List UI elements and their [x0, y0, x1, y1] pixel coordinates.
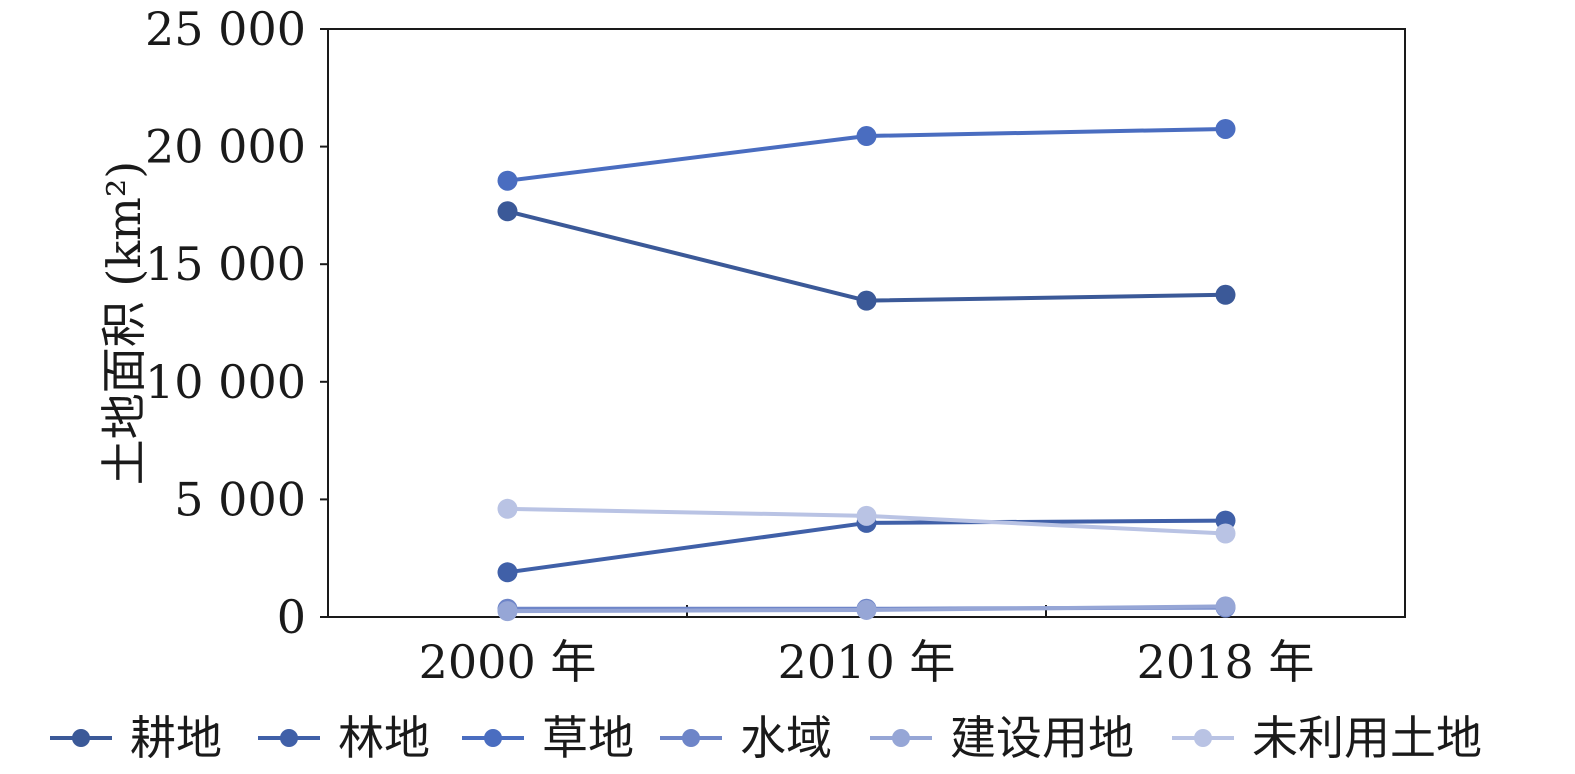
legend-marker	[682, 729, 700, 747]
legend: 耕地 林地 草地 水域 建设用地 未利用土地	[50, 711, 1482, 765]
y-tick-label: 5 000	[174, 472, 306, 526]
y-tick-label: 0	[277, 590, 306, 644]
legend-item: 草地	[462, 711, 634, 765]
legend-marker	[484, 729, 502, 747]
legend-marker	[280, 729, 298, 747]
data-point	[1215, 523, 1236, 544]
series-5	[497, 498, 1236, 544]
data-point	[497, 201, 518, 222]
legend-label: 林地	[338, 711, 430, 765]
y-tick-label: 25 000	[145, 2, 306, 56]
legend-label: 草地	[542, 711, 634, 765]
data-point	[1215, 118, 1236, 139]
legend-marker	[1194, 729, 1212, 747]
legend-marker	[892, 729, 910, 747]
legend-label: 建设用地	[950, 711, 1134, 765]
data-point	[497, 170, 518, 191]
series-layer	[497, 118, 1236, 622]
y-tick-label: 15 000	[145, 237, 306, 291]
series-0	[497, 201, 1236, 311]
y-axis-label: 土地面积 (km²)	[97, 161, 151, 485]
legend-marker	[72, 729, 90, 747]
x-tick-label: 2000 年	[419, 635, 597, 689]
data-point	[856, 290, 877, 311]
legend-label: 未利用土地	[1252, 711, 1482, 765]
y-tick-label: 20 000	[145, 120, 306, 174]
data-point	[497, 562, 518, 583]
data-point	[856, 599, 877, 620]
legend-label: 水域	[740, 711, 832, 765]
data-point	[497, 601, 518, 622]
series-line	[507, 209, 1226, 303]
axes-layer: 0 5 000 10 000 15 000 20 000 25 000 2000 年 2010…	[97, 2, 1406, 689]
legend-item: 未利用土地	[1172, 711, 1482, 765]
data-point	[1215, 284, 1236, 305]
data-point	[856, 505, 877, 526]
series-2	[497, 118, 1236, 191]
legend-label: 耕地	[130, 711, 222, 765]
legend-item: 耕地	[50, 711, 222, 765]
data-point	[497, 498, 518, 519]
x-tick-label: 2018 年	[1137, 635, 1315, 689]
y-tick-label: 10 000	[145, 355, 306, 409]
data-point	[1215, 596, 1236, 617]
legend-item: 林地	[258, 711, 430, 765]
legend-item: 建设用地	[870, 711, 1134, 765]
series-4	[497, 596, 1236, 622]
data-point	[856, 126, 877, 147]
legend-item: 水域	[660, 711, 832, 765]
x-tick-label: 2010 年	[778, 635, 956, 689]
